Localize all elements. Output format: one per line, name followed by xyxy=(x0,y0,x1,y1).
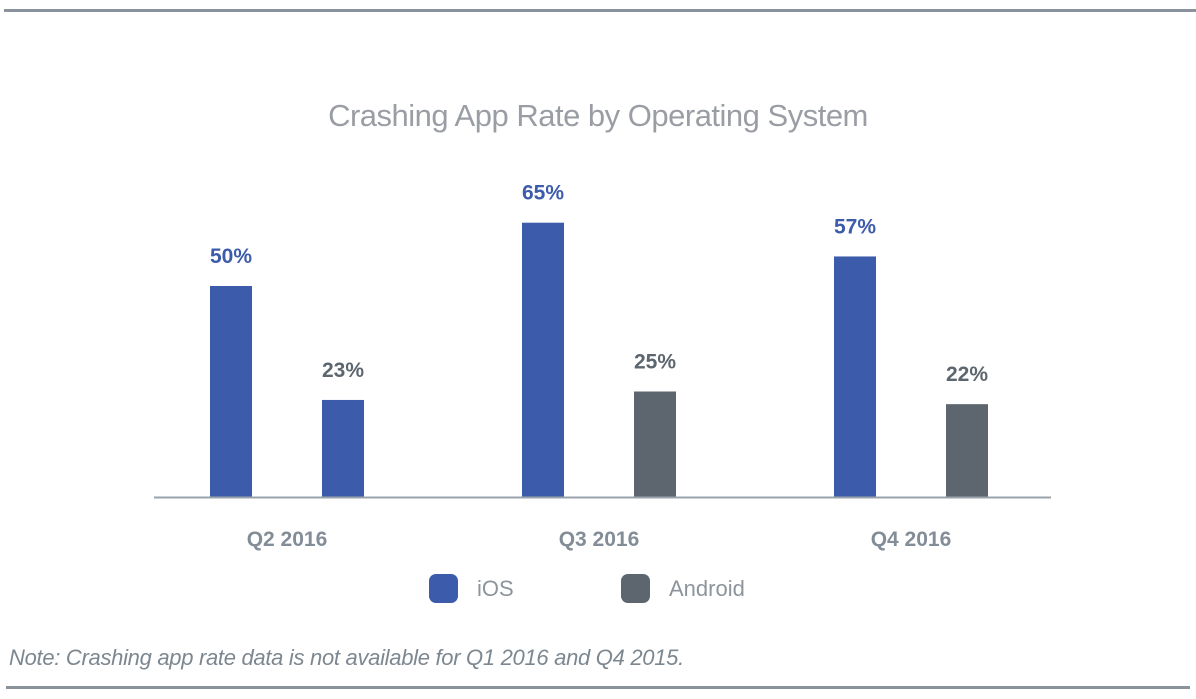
x-tick-label-q4-2016: Q4 2016 xyxy=(871,528,952,551)
legend: iOS Android xyxy=(0,574,1196,606)
bar-ios-q4-2016 xyxy=(834,256,876,497)
top-rule xyxy=(4,9,1196,12)
x-tick-label-q2-2016: Q2 2016 xyxy=(247,528,328,551)
data-label-ios-q4-2016: 57% xyxy=(834,215,876,238)
legend-item-ios: iOS xyxy=(429,574,514,603)
legend-label-android: Android xyxy=(669,575,745,601)
data-label-ios-q2-2016: 50% xyxy=(210,245,252,268)
data-label-android-q3-2016: 25% xyxy=(634,351,676,374)
bar-ios-q2-2016 xyxy=(210,286,252,497)
bar-android-q4-2016 xyxy=(946,404,988,497)
bar-android-q3-2016 xyxy=(634,391,676,497)
chart-title: Crashing App Rate by Operating System xyxy=(328,98,868,133)
bar-ios-q3-2016 xyxy=(522,222,564,497)
bottom-rule xyxy=(6,686,1190,689)
legend-swatch-android xyxy=(621,574,650,603)
legend-swatch-ios xyxy=(429,574,458,603)
bar-android-q2-2016 xyxy=(322,399,364,497)
legend-label-ios: iOS xyxy=(477,575,514,601)
legend-item-android: Android xyxy=(621,574,745,603)
data-label-android-q4-2016: 22% xyxy=(946,363,988,386)
data-label-android-q2-2016: 23% xyxy=(322,359,364,382)
footnote: Note: Crashing app rate data is not avai… xyxy=(9,645,684,670)
data-label-ios-q3-2016: 65% xyxy=(522,182,564,205)
x-tick-label-q3-2016: Q3 2016 xyxy=(559,528,640,551)
